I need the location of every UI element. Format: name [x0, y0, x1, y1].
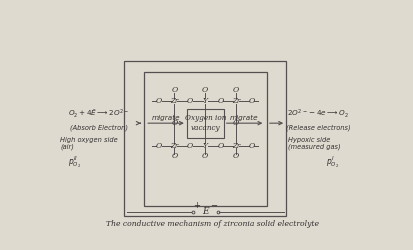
Text: Zr: Zr [170, 97, 178, 105]
Text: (measured gas): (measured gas) [287, 144, 339, 150]
Text: The conductive mechanism of zirconia solid electrolyte: The conductive mechanism of zirconia sol… [105, 220, 318, 228]
Text: Y: Y [202, 97, 207, 105]
Text: O: O [171, 152, 177, 160]
Text: O: O [171, 119, 177, 127]
Text: $O_2+4\bar{E}\longrightarrow 2O^{2-}$: $O_2+4\bar{E}\longrightarrow 2O^{2-}$ [68, 108, 129, 120]
Text: Zr: Zr [231, 97, 240, 105]
Text: O: O [248, 97, 254, 105]
Bar [186, 108, 223, 138]
Text: Y: Y [202, 142, 207, 150]
Text: Zr: Zr [231, 142, 240, 150]
Text: −: − [210, 201, 217, 210]
Text: O: O [202, 152, 208, 160]
Text: $p_{O_2}^{II}$: $p_{O_2}^{II}$ [68, 154, 81, 170]
Text: O: O [217, 142, 223, 150]
Bar [124, 61, 285, 216]
Text: +: + [193, 201, 200, 210]
Text: O: O [248, 142, 254, 150]
Text: O: O [233, 152, 239, 160]
Text: migrate: migrate [230, 115, 258, 121]
Text: (Release electrons): (Release electrons) [285, 125, 350, 131]
Text: O: O [171, 86, 177, 94]
Text: $2O^{2-}-4e\longrightarrow O_2$: $2O^{2-}-4e\longrightarrow O_2$ [287, 108, 349, 120]
Text: $p_{O_2}^{I}$: $p_{O_2}^{I}$ [325, 154, 338, 170]
Text: E: E [202, 207, 208, 216]
Bar [143, 72, 266, 205]
Text: O: O [217, 97, 223, 105]
Text: High oxygen side: High oxygen side [60, 137, 118, 143]
Text: O: O [186, 142, 192, 150]
Text: Oxygen ion
vacancy: Oxygen ion vacancy [184, 114, 225, 132]
Text: Hypoxic side: Hypoxic side [287, 137, 329, 143]
Text: O: O [186, 97, 192, 105]
Text: O: O [202, 86, 208, 94]
Text: O: O [233, 119, 239, 127]
Text: (Absorb Electron): (Absorb Electron) [70, 125, 128, 131]
Text: migrate: migrate [151, 115, 180, 121]
Text: O: O [233, 86, 239, 94]
Text: O: O [156, 97, 162, 105]
Text: Zr: Zr [170, 142, 178, 150]
Text: (air): (air) [60, 144, 74, 150]
Text: O: O [156, 142, 162, 150]
